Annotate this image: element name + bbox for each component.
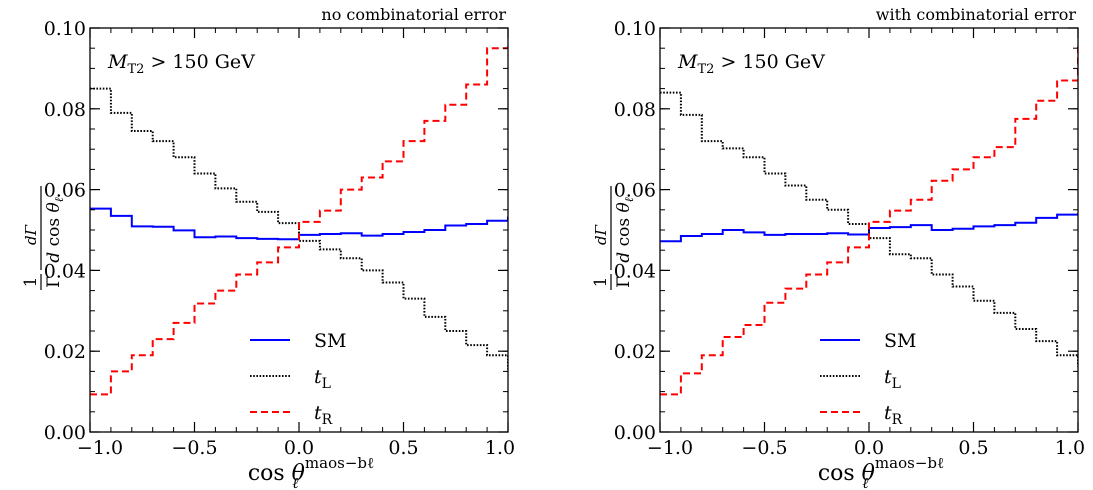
y-tick-label: 0.10 bbox=[44, 18, 86, 40]
annotation-cut: MT2 > 150 GeV bbox=[107, 51, 255, 77]
x-axis-label: cos θmaos−bℓ ℓ bbox=[248, 454, 374, 490]
y-tick-label: 0.04 bbox=[44, 260, 86, 282]
y-tick-label: 0.04 bbox=[614, 260, 656, 282]
y-tick-label: 0.10 bbox=[614, 18, 656, 40]
legend-label-t-l: tL bbox=[314, 366, 331, 392]
annotation-cut: MT2 > 150 GeV bbox=[677, 51, 825, 77]
x-tick-label: 0.0 bbox=[284, 437, 314, 459]
chart-panel-with-combinatorial-error: −1.0 −0.5 0.0 0.5 1.0 0.00 0.02 0.04 0.06 0.08 0.1… bbox=[591, 5, 1085, 490]
x-tick-label: 0.0 bbox=[854, 437, 884, 459]
chart-panel-no-combinatorial-error: −1.0 −0.5 0.0 0.5 1.0 0.00 0.02 0.04 0.06 0.08 0.1… bbox=[21, 5, 515, 490]
x-tick-label: 1.0 bbox=[485, 437, 515, 459]
plot-series-group bbox=[90, 46, 508, 396]
y-tick-label: 0.08 bbox=[614, 99, 656, 121]
plot-series-group bbox=[660, 46, 1078, 396]
legend-label-sm: SM bbox=[314, 330, 346, 352]
y-label-den-1: Γ bbox=[44, 276, 64, 288]
series-line-t-l bbox=[90, 87, 508, 370]
legend-label-t-r: tR bbox=[884, 402, 903, 428]
y-label-num-1: 1 bbox=[21, 277, 41, 288]
y-tick-label: 0.00 bbox=[44, 422, 86, 444]
y-tick-label: 0.00 bbox=[614, 422, 656, 444]
series-line-t-l bbox=[660, 91, 1078, 367]
x-tick-label: 0.5 bbox=[958, 437, 988, 459]
x-tick-label: 1.0 bbox=[1055, 437, 1085, 459]
series-line-t-r bbox=[660, 46, 1078, 396]
series-line-t-r bbox=[90, 46, 508, 396]
y-tick-label: 0.08 bbox=[44, 99, 86, 121]
y-label-den-2: d cos θℓ bbox=[614, 197, 636, 262]
panel-label: no combinatorial error bbox=[321, 5, 506, 24]
y-tick-label: 0.02 bbox=[614, 341, 656, 363]
x-tick-label: −1.0 bbox=[647, 437, 693, 459]
y-tick-label: 0.06 bbox=[44, 180, 86, 202]
x-tick-label: −0.5 bbox=[741, 437, 787, 459]
y-label-num-1: 1 bbox=[591, 277, 611, 288]
x-axis-label: cos θmaos−bℓ ℓ bbox=[818, 454, 944, 490]
y-tick-label: 0.06 bbox=[614, 180, 656, 202]
series-line-sm bbox=[660, 213, 1078, 243]
panel-label: with combinatorial error bbox=[876, 5, 1077, 24]
y-tick-label: 0.02 bbox=[44, 341, 86, 363]
y-label-num-2: dΓ bbox=[592, 224, 610, 245]
x-tick-label: 0.5 bbox=[388, 437, 418, 459]
legend-label-t-l: tL bbox=[884, 366, 901, 392]
y-label-den-2: d cos θℓ bbox=[44, 197, 66, 262]
legend-label-t-r: tR bbox=[314, 402, 333, 428]
legend-label-sm: SM bbox=[884, 330, 916, 352]
x-tick-label: −0.5 bbox=[171, 437, 217, 459]
y-label-num-2: dΓ bbox=[22, 224, 40, 245]
y-label-den-1: Γ bbox=[614, 276, 634, 288]
x-tick-label: −1.0 bbox=[77, 437, 123, 459]
